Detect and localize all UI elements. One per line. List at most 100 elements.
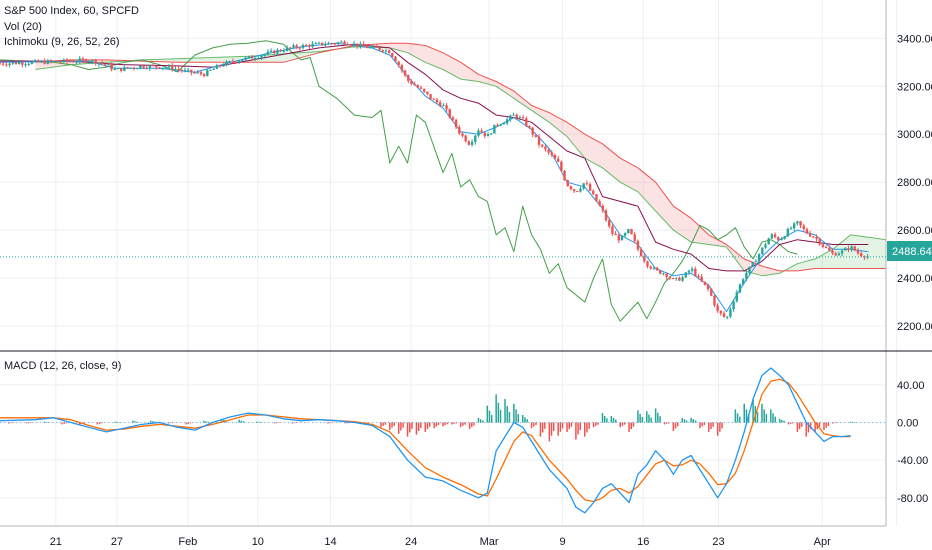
candlesticks bbox=[0, 40, 869, 320]
last-price-badge bbox=[887, 241, 932, 261]
cloud-segment bbox=[797, 262, 802, 271]
cloud-segment bbox=[549, 112, 554, 126]
candle-body bbox=[285, 47, 289, 51]
cloud-segment bbox=[186, 58, 191, 63]
candle-body bbox=[349, 44, 353, 46]
candle-body bbox=[40, 60, 43, 63]
time-tick-label: Feb bbox=[178, 536, 197, 548]
cloud-segment bbox=[172, 58, 178, 63]
cloud-segment bbox=[881, 239, 886, 269]
cloud-segment bbox=[544, 110, 550, 123]
candle-body bbox=[499, 124, 502, 126]
candle-body bbox=[821, 244, 825, 247]
candle-body bbox=[521, 117, 525, 119]
time-tick-label: 21 bbox=[50, 536, 62, 548]
candle-body bbox=[423, 88, 426, 92]
candle-body bbox=[850, 246, 853, 250]
candle-body bbox=[62, 59, 65, 62]
candle-body bbox=[381, 50, 384, 52]
candle-body bbox=[780, 238, 783, 241]
candle-body bbox=[448, 109, 451, 118]
candle-body bbox=[359, 43, 362, 47]
cloud-segment bbox=[819, 254, 824, 269]
candle-body bbox=[496, 124, 499, 126]
candle-body bbox=[639, 249, 643, 257]
candle-body bbox=[777, 237, 780, 241]
candle-body bbox=[97, 62, 101, 64]
cloud-segment bbox=[199, 57, 204, 63]
cloud-segment bbox=[655, 182, 661, 216]
candle-body bbox=[397, 61, 400, 66]
candle-body bbox=[410, 80, 413, 85]
candle-body bbox=[346, 44, 349, 46]
candle-body bbox=[53, 61, 56, 63]
cloud-segment bbox=[584, 134, 590, 161]
candle-body bbox=[158, 67, 161, 69]
candle-body bbox=[263, 54, 266, 56]
legend-ichimoku: Ichimoku (9, 26, 52, 26) bbox=[4, 36, 120, 48]
candle-body bbox=[592, 190, 595, 195]
candle-body bbox=[104, 63, 107, 65]
candle-body bbox=[282, 50, 286, 52]
candle-body bbox=[732, 301, 735, 310]
candle-body bbox=[215, 65, 219, 69]
cloud-segment bbox=[593, 139, 599, 166]
candle-body bbox=[509, 115, 512, 120]
cloud-segment bbox=[757, 264, 762, 276]
time-tick-label: 23 bbox=[712, 536, 724, 548]
candle-body bbox=[652, 267, 656, 269]
candle-body bbox=[59, 61, 62, 63]
cloud-segment bbox=[815, 256, 820, 269]
candle-body bbox=[579, 188, 582, 192]
candle-body bbox=[362, 43, 365, 47]
candle-body bbox=[206, 70, 209, 77]
candle-body bbox=[643, 256, 646, 262]
cloud-segment bbox=[850, 234, 855, 269]
candle-body bbox=[859, 253, 863, 257]
candle-body bbox=[387, 50, 391, 54]
candle-body bbox=[560, 161, 563, 171]
candle-body bbox=[588, 184, 592, 191]
price-tick-label: 2200.00 bbox=[897, 321, 932, 333]
cloud-segment bbox=[575, 128, 581, 153]
cloud-segment bbox=[668, 200, 674, 231]
candle-body bbox=[665, 273, 668, 278]
cloud-segment bbox=[770, 268, 776, 275]
candle-body bbox=[164, 67, 168, 69]
candle-body bbox=[668, 277, 672, 279]
candle-body bbox=[336, 42, 340, 44]
cloud-segment bbox=[194, 57, 200, 63]
chikou-span-line bbox=[0, 40, 798, 322]
candle-body bbox=[218, 65, 222, 67]
cloud-segment bbox=[536, 107, 541, 117]
candle-body bbox=[241, 60, 244, 62]
cloud-segment bbox=[447, 55, 452, 75]
candle-body bbox=[716, 305, 719, 311]
cloud-segment bbox=[469, 68, 475, 81]
cloud-segment bbox=[602, 143, 607, 172]
candle-body bbox=[847, 248, 850, 250]
candle-body bbox=[808, 233, 812, 237]
candle-body bbox=[738, 284, 742, 293]
candle-body bbox=[726, 316, 729, 318]
candle-body bbox=[327, 43, 330, 45]
cloud-segment bbox=[646, 175, 652, 207]
cloud-segment bbox=[385, 43, 390, 48]
candle-body bbox=[14, 62, 18, 65]
cloud-segment bbox=[633, 165, 638, 192]
cloud-segment bbox=[420, 44, 426, 63]
candle-body bbox=[407, 75, 410, 81]
candle-body bbox=[483, 132, 487, 137]
cloud-segment bbox=[39, 61, 45, 69]
time-tick-label: 14 bbox=[324, 536, 336, 548]
candle-body bbox=[253, 58, 257, 60]
cloud-segment bbox=[403, 43, 408, 53]
time-tick-label: Mar bbox=[480, 536, 499, 548]
candle-body bbox=[611, 226, 614, 234]
candle-body bbox=[735, 292, 738, 302]
candle-body bbox=[110, 64, 113, 70]
candle-body bbox=[84, 59, 88, 63]
price-tick-label: 3000.00 bbox=[897, 129, 932, 141]
cloud-segment bbox=[677, 209, 683, 237]
